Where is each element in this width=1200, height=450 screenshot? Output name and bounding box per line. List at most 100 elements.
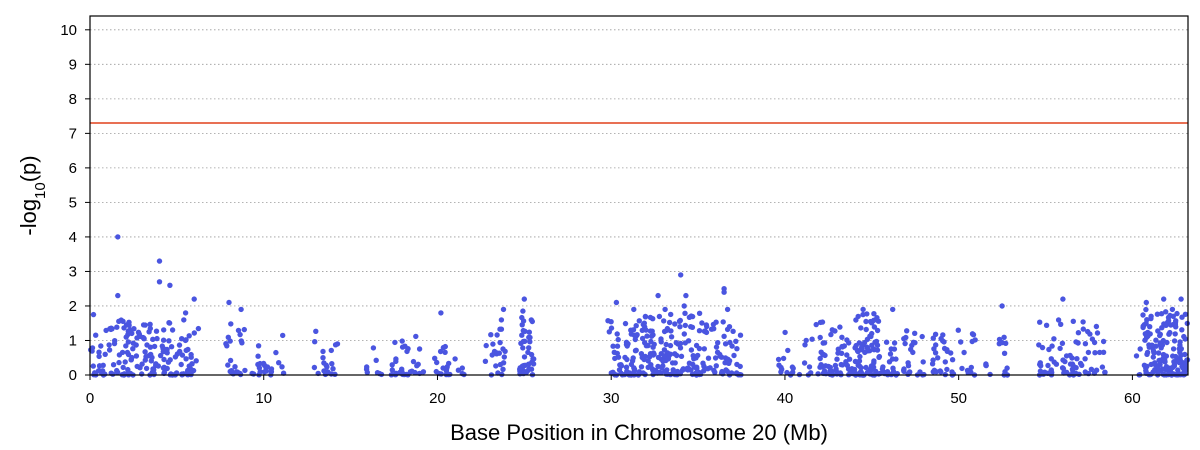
snp-point bbox=[405, 346, 411, 352]
snp-point bbox=[1154, 311, 1161, 317]
snp-point bbox=[438, 310, 444, 316]
snp-point bbox=[723, 367, 729, 373]
x-tick-label: 10 bbox=[255, 390, 272, 407]
snp-point bbox=[785, 347, 791, 354]
snp-point bbox=[370, 345, 377, 351]
snp-point bbox=[195, 325, 202, 332]
snp-point bbox=[147, 344, 154, 350]
snp-point bbox=[1069, 366, 1076, 372]
snp-point bbox=[149, 354, 155, 361]
snp-point bbox=[123, 343, 129, 349]
snp-point bbox=[497, 326, 503, 332]
snp-point bbox=[191, 330, 197, 336]
snp-point bbox=[1157, 332, 1163, 339]
snp-point bbox=[1143, 299, 1150, 306]
snp-point bbox=[141, 336, 147, 342]
snp-point bbox=[153, 362, 159, 369]
snp-point bbox=[520, 308, 526, 314]
snp-point bbox=[1057, 345, 1063, 352]
snp-point bbox=[1097, 349, 1103, 356]
snp-point bbox=[1143, 306, 1149, 313]
snp-point bbox=[1075, 330, 1082, 336]
snp-point bbox=[452, 356, 458, 362]
snp-point bbox=[817, 355, 823, 362]
snp-point bbox=[1060, 365, 1067, 372]
snp-point bbox=[713, 363, 719, 369]
snp-point bbox=[667, 351, 674, 357]
snp-point bbox=[958, 339, 964, 345]
snp-point bbox=[127, 327, 133, 333]
snp-point bbox=[611, 349, 617, 355]
snp-point bbox=[1157, 342, 1164, 348]
snp-point bbox=[1163, 322, 1169, 328]
snp-point bbox=[1155, 350, 1162, 356]
snp-point bbox=[414, 363, 420, 369]
snp-point bbox=[856, 358, 863, 364]
snp-point bbox=[280, 332, 286, 339]
snp-point bbox=[330, 366, 336, 372]
y-tick-label: 1 bbox=[69, 332, 77, 349]
snp-point bbox=[1087, 331, 1093, 337]
snp-point bbox=[1037, 361, 1043, 368]
snp-point bbox=[313, 328, 319, 334]
snp-point bbox=[712, 369, 718, 375]
snp-point bbox=[622, 354, 628, 361]
snp-point bbox=[712, 355, 719, 361]
snp-point bbox=[1150, 354, 1157, 360]
snp-point bbox=[179, 352, 186, 358]
snp-point bbox=[668, 311, 674, 318]
snp-point bbox=[642, 313, 649, 320]
snp-point bbox=[156, 279, 163, 285]
snp-point bbox=[1080, 326, 1087, 332]
snp-point bbox=[968, 369, 974, 375]
snp-point bbox=[1148, 315, 1154, 322]
snp-point bbox=[227, 357, 234, 364]
snp-point bbox=[166, 338, 172, 344]
x-axis-ticks: 0 10 20 30 40 50 60 bbox=[86, 375, 1141, 407]
snp-point bbox=[868, 367, 874, 373]
snp-point bbox=[119, 349, 126, 356]
snp-point bbox=[639, 335, 646, 342]
x-tick-label: 30 bbox=[603, 390, 620, 407]
snp-point bbox=[640, 370, 646, 376]
snp-point bbox=[130, 346, 136, 352]
snp-point bbox=[228, 321, 234, 327]
snp-point bbox=[1080, 319, 1086, 325]
snp-point bbox=[525, 349, 531, 356]
snp-point bbox=[143, 365, 150, 372]
snp-point bbox=[615, 354, 622, 360]
snp-point bbox=[647, 328, 654, 334]
snp-point bbox=[941, 339, 947, 345]
snp-point bbox=[693, 355, 699, 361]
snp-point bbox=[96, 363, 103, 369]
snp-point bbox=[902, 340, 908, 347]
snp-point bbox=[1082, 341, 1089, 347]
snp-point bbox=[879, 366, 886, 372]
snp-point bbox=[710, 321, 717, 328]
snp-point bbox=[1039, 344, 1046, 351]
snp-point bbox=[813, 321, 819, 328]
y-tick-label: 5 bbox=[69, 194, 77, 211]
snp-point bbox=[714, 349, 721, 355]
snp-point bbox=[817, 319, 824, 326]
snp-point bbox=[161, 327, 167, 333]
snp-point bbox=[498, 317, 505, 323]
snp-point bbox=[1143, 320, 1149, 327]
snp-point bbox=[1144, 363, 1150, 370]
snp-point bbox=[855, 313, 861, 320]
snp-point bbox=[720, 319, 726, 325]
snp-point bbox=[863, 318, 869, 325]
snp-point bbox=[656, 369, 663, 375]
snp-point bbox=[677, 345, 684, 351]
snp-point bbox=[888, 346, 894, 352]
snp-point bbox=[527, 339, 533, 345]
snp-point bbox=[701, 346, 707, 352]
snp-point bbox=[188, 354, 194, 360]
snp-point bbox=[731, 352, 737, 359]
snp-point bbox=[497, 339, 503, 346]
snp-point bbox=[109, 326, 115, 332]
snp-point bbox=[115, 292, 121, 299]
snp-point bbox=[93, 332, 99, 338]
snp-point bbox=[1100, 349, 1107, 355]
snp-point bbox=[822, 368, 828, 374]
